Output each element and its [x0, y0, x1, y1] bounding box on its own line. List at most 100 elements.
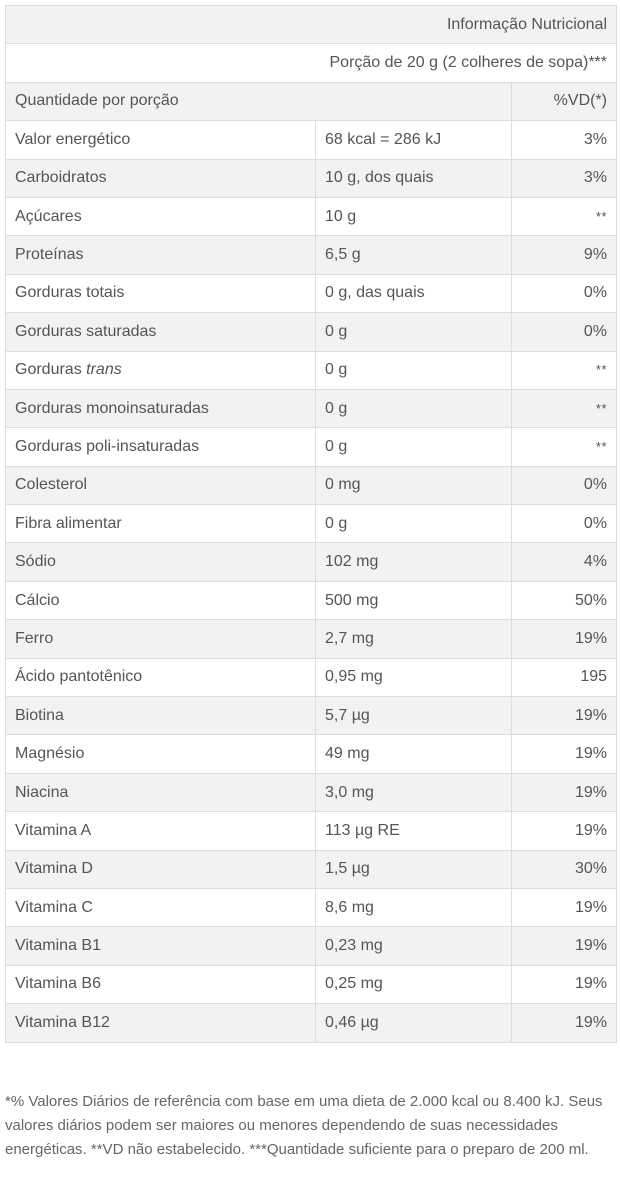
nutrient-vd: **: [510, 388, 618, 429]
nutrient-amount: 0,25 mg: [315, 964, 512, 1005]
nutrient-amount: 10 g, dos quais: [315, 158, 512, 198]
table-row: Vitamina C 8,6 mg 19%: [5, 887, 618, 928]
table-row: Vitamina B12 0,46 µg 19%: [5, 1003, 618, 1043]
nutrient-vd: 19%: [510, 734, 618, 774]
nutrient-name: Vitamina C: [5, 887, 316, 928]
table-row: Ferro 2,7 mg 19%: [5, 619, 618, 659]
nutrient-name: Gorduras totais: [5, 273, 316, 314]
table-row: Açúcares 10 g **: [5, 196, 618, 237]
table-row: Ácido pantotênico 0,95 mg 195: [5, 657, 618, 698]
nutrient-vd: 0%: [510, 465, 618, 506]
nutrient-vd: 0%: [510, 504, 618, 544]
nutrient-vd: 3%: [510, 120, 618, 160]
table-row: Sódio 102 mg 4%: [5, 542, 618, 582]
table-row: Biotina 5,7 µg 19%: [5, 696, 618, 736]
nutrient-vd: 195: [510, 657, 618, 698]
nutrient-vd: 3%: [510, 158, 618, 198]
table-row: Colesterol 0 mg 0%: [5, 465, 618, 506]
nutrient-name: Niacina: [5, 772, 316, 813]
nutrient-name-text: Proteínas: [15, 246, 84, 264]
portion-text: Porção de 20 g (2 colheres de sopa)***: [4, 43, 618, 83]
header-row: Quantidade por porção %VD(*): [5, 81, 618, 122]
table-title-row: Informação Nutricional: [4, 4, 618, 45]
nutrient-name-text: Fibra alimentar: [15, 514, 122, 532]
nutrient-amount: 2,7 mg: [315, 619, 512, 659]
nutrient-name: Vitamina B1: [5, 926, 316, 966]
nutrient-name-text: Vitamina B6: [15, 975, 101, 993]
nutrient-amount: 0,46 µg: [315, 1003, 512, 1043]
nutrient-amount: 68 kcal = 286 kJ: [315, 120, 512, 160]
nutrient-name-text: Colesterol: [15, 476, 88, 494]
vd-header: %VD(*): [510, 81, 618, 122]
nutrient-vd: 9%: [510, 235, 618, 275]
nutrient-amount: 0 g: [315, 427, 512, 467]
nutrient-vd: 0%: [510, 273, 618, 314]
table-row: Gorduras saturadas 0 g 0%: [5, 312, 618, 352]
table-row: Magnésio 49 mg 19%: [5, 734, 618, 774]
nutrient-name: Biotina: [5, 696, 316, 736]
nutrient-vd: **: [510, 350, 618, 390]
nutrient-name-text: Ácido pantotênico: [15, 668, 143, 686]
table-row: Carboidratos 10 g, dos quais 3%: [5, 158, 618, 198]
nutrient-name-text: Cálcio: [15, 591, 60, 609]
table-row: Gorduras trans 0 g **: [5, 350, 618, 390]
nutrient-amount: 500 mg: [315, 580, 512, 621]
nutrient-name: Gorduras poli-insaturadas: [5, 427, 316, 467]
nutrient-name-text: Biotina: [15, 706, 64, 724]
nutrient-name: Açúcares: [5, 196, 316, 237]
table-row: Vitamina B6 0,25 mg 19%: [5, 964, 618, 1005]
quantity-header: Quantidade por porção: [5, 81, 512, 122]
nutrient-vd: **: [510, 427, 618, 467]
nutrient-name: Proteínas: [5, 235, 316, 275]
nutrient-amount: 0 g, das quais: [315, 273, 512, 314]
nutrient-name-text: Vitamina A: [15, 821, 92, 839]
nutrient-name-text: Magnésio: [15, 745, 85, 763]
table-row: Gorduras poli-insaturadas 0 g **: [5, 427, 618, 467]
nutrient-amount: 0,23 mg: [315, 926, 512, 966]
nutrient-amount: 0,95 mg: [315, 657, 512, 698]
nutrient-name: Vitamina B12: [5, 1003, 316, 1043]
nutrient-name-text: Gorduras totais: [15, 284, 125, 302]
nutrient-vd: 19%: [510, 1003, 618, 1043]
nutrient-name: Ferro: [5, 619, 316, 659]
nutrient-name-italic: trans: [86, 361, 122, 379]
nutrient-name-text: Ferro: [15, 629, 54, 647]
table-row: Proteínas 6,5 g 9%: [5, 235, 618, 275]
table-row: Vitamina D 1,5 µg 30%: [5, 849, 618, 889]
table-row: Gorduras totais 0 g, das quais 0%: [5, 273, 618, 314]
table-row: Cálcio 500 mg 50%: [5, 580, 618, 621]
nutrient-vd: 50%: [510, 580, 618, 621]
nutrient-amount: 0 g: [315, 350, 512, 390]
table-row: Fibra alimentar 0 g 0%: [5, 504, 618, 544]
nutrition-table-body: Informação Nutricional Porção de 20 g (2…: [4, 4, 618, 1043]
nutrient-name: Gorduras saturadas: [5, 312, 316, 352]
nutrient-name: Gorduras trans: [5, 350, 316, 390]
nutrient-name-text: Niacina: [15, 783, 69, 801]
nutrient-name: Vitamina D: [5, 849, 316, 889]
nutrient-vd: 19%: [510, 696, 618, 736]
nutrient-name: Gorduras monoinsaturadas: [5, 388, 316, 429]
table-row: Gorduras monoinsaturadas 0 g **: [5, 388, 618, 429]
nutrient-name-text: Vitamina C: [15, 898, 93, 916]
table-row: Vitamina B1 0,23 mg 19%: [5, 926, 618, 966]
nutrient-amount: 0 g: [315, 388, 512, 429]
table-row: Valor energético 68 kcal = 286 kJ 3%: [5, 120, 618, 160]
nutrient-vd: **: [510, 196, 618, 237]
nutrient-name-text: Carboidratos: [15, 169, 107, 187]
nutrient-name: Fibra alimentar: [5, 504, 316, 544]
nutrient-name-text: Gorduras: [15, 361, 87, 379]
nutrient-amount: 5,7 µg: [315, 696, 512, 736]
nutrient-name-text: Vitamina D: [15, 860, 93, 878]
nutrient-name: Magnésio: [5, 734, 316, 774]
nutrient-name: Ácido pantotênico: [5, 657, 316, 698]
nutrient-amount: 8,6 mg: [315, 887, 512, 928]
nutrient-vd: 19%: [510, 772, 618, 813]
nutrient-vd: 0%: [510, 312, 618, 352]
nutrient-amount: 102 mg: [315, 542, 512, 582]
nutrient-name: Vitamina B6: [5, 964, 316, 1005]
nutrient-name: Valor energético: [5, 120, 316, 160]
nutrient-amount: 10 g: [315, 196, 512, 237]
nutrient-amount: 0 g: [315, 312, 512, 352]
table-row: Vitamina A 113 µg RE 19%: [5, 811, 618, 851]
